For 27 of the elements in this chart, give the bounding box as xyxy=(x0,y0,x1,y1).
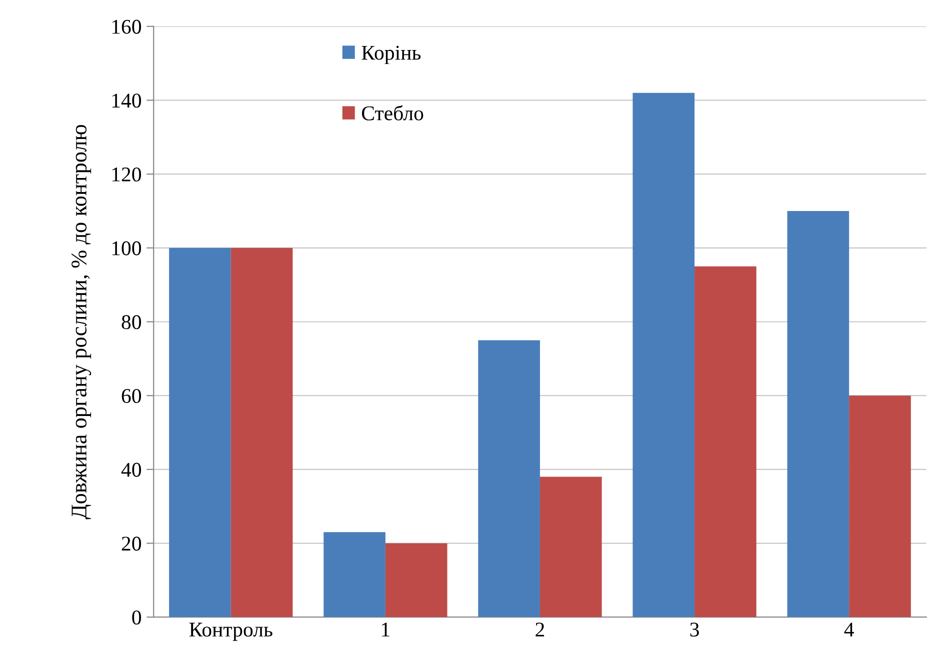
y-axis-title: Довжина органу рослини, % до контролю xyxy=(72,124,92,520)
y-tick-label: 120 xyxy=(112,167,142,182)
y-tick-label: 60 xyxy=(122,388,142,404)
legend-label: Стебло xyxy=(362,105,424,120)
y-tick-label: 0 xyxy=(132,610,142,625)
legend-label: Корінь xyxy=(362,46,421,64)
y-tick-label: 160 xyxy=(112,20,142,34)
x-tick-label: 3 xyxy=(690,622,699,637)
x-tick-label: 2 xyxy=(536,622,544,636)
bar xyxy=(787,210,850,618)
y-tick-label: 80 xyxy=(122,315,142,330)
bar xyxy=(169,248,231,618)
bar xyxy=(324,532,386,618)
y-tick-label: 40 xyxy=(121,462,142,477)
x-tick-label: 4 xyxy=(844,622,854,636)
bar xyxy=(385,543,448,618)
y-tick-label: 140 xyxy=(112,94,142,108)
bar xyxy=(632,92,695,618)
y-tick-label: 100 xyxy=(112,241,142,256)
bar xyxy=(849,396,911,618)
bar xyxy=(694,266,756,618)
bar xyxy=(540,476,602,618)
x-tick-label: Контроль xyxy=(189,622,272,641)
bar xyxy=(478,340,540,618)
x-tick-label: 1 xyxy=(382,622,390,636)
y-tick-label: 20 xyxy=(122,536,142,551)
bar xyxy=(230,248,293,618)
